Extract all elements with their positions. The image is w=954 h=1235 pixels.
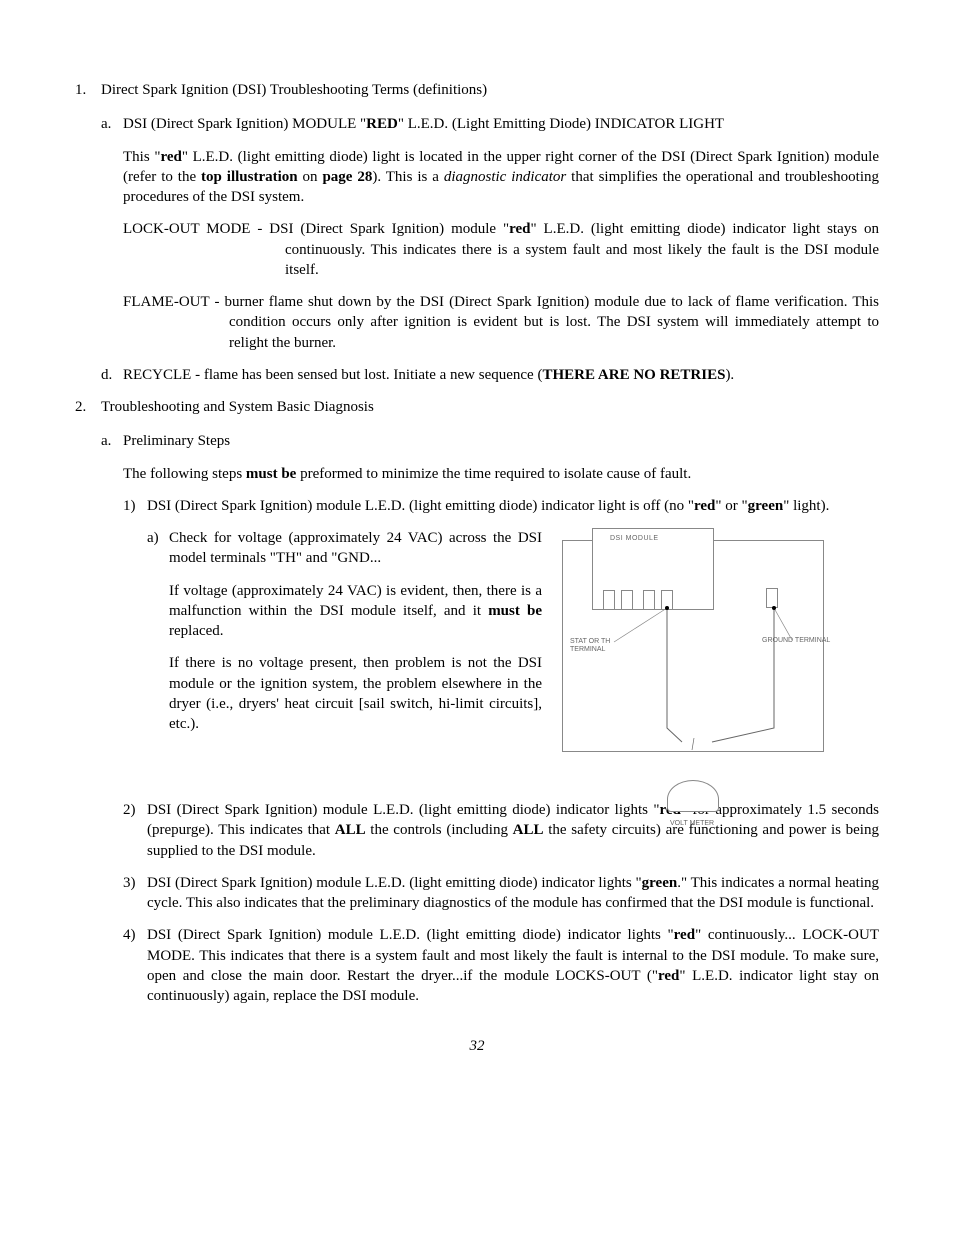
text: LOCK-OUT MODE - DSI (Direct Spark Igniti…	[123, 221, 509, 237]
diagram-meter-label: VOLT METER	[670, 819, 714, 828]
bold-red: red	[658, 968, 679, 984]
text: DSI (Direct Spark Ignition) module L.E.D…	[147, 802, 660, 818]
text: ). This is a	[372, 169, 443, 185]
text: the controls (including	[366, 822, 513, 838]
step-3-body: DSI (Direct Spark Ignition) module L.E.D…	[147, 873, 879, 914]
section-2-heading: 2. Troubleshooting and System Basic Diag…	[75, 397, 879, 417]
italic: diagnostic indicator	[444, 169, 566, 185]
step-1a-row: a) Check for voltage (approximately 24 V…	[147, 528, 879, 788]
text: DSI (Direct Spark Ignition) MODULE "	[123, 116, 366, 132]
item-1b-marker: b.	[101, 219, 123, 239]
section-1-heading: 1. Direct Spark Ignition (DSI) Troublesh…	[75, 80, 879, 100]
item-1a-marker: a.	[101, 114, 123, 134]
diagram-gnd-label: GROUND TERMINAL	[762, 636, 832, 645]
text: DSI (Direct Spark Ignition) module L.E.D…	[147, 875, 642, 891]
step-1-marker: 1)	[123, 496, 147, 516]
step-4-marker: 4)	[123, 925, 147, 1006]
text: " or "	[715, 498, 747, 514]
step-3: 3) DSI (Direct Spark Ignition) module L.…	[123, 873, 879, 914]
text: ).	[725, 367, 734, 383]
bold-red: red	[160, 149, 181, 165]
item-2a-marker: a.	[101, 431, 123, 451]
text: " L.E.D. (Light Emitting Diode) INDICATO…	[398, 116, 724, 132]
text: If voltage (approximately 24 VAC) is evi…	[169, 583, 542, 619]
step-1a-p2: If voltage (approximately 24 VAC) is evi…	[169, 581, 542, 642]
bold-red: RED	[366, 116, 398, 132]
text: " light).	[783, 498, 829, 514]
step-1a-marker: a)	[147, 528, 169, 569]
step-2: 2) DSI (Direct Spark Ignition) module L.…	[123, 800, 879, 861]
step-4: 4) DSI (Direct Spark Ignition) module L.…	[123, 925, 879, 1006]
diagram-stat-label: STAT OR TH TERMINAL	[570, 638, 620, 653]
item-1a-title: DSI (Direct Spark Ignition) MODULE "RED"…	[123, 114, 724, 134]
section-2-marker: 2.	[75, 397, 101, 417]
item-1a-body: This "red" L.E.D. (light emitting diode)…	[123, 147, 879, 208]
item-2a-title: Preliminary Steps	[123, 431, 230, 451]
bold: ALL	[335, 822, 366, 838]
step-1a-text: Check for voltage (approximately 24 VAC)…	[169, 528, 542, 569]
step-1: 1) DSI (Direct Spark Ignition) module L.…	[123, 496, 879, 516]
page-number: 32	[75, 1036, 879, 1056]
bold: must be	[246, 466, 296, 482]
text: The following steps	[123, 466, 246, 482]
item-1d: d.RECYCLE - flame has been sensed but lo…	[101, 365, 879, 385]
bold-green: green	[642, 875, 678, 891]
item-2a-intro: The following steps must be preformed to…	[123, 464, 879, 484]
item-1d-marker: d.	[101, 365, 123, 385]
text: RECYCLE - flame has been sensed but lost…	[123, 367, 542, 383]
step-1a-p3: If there is no voltage present, then pro…	[169, 653, 542, 734]
step-3-marker: 3)	[123, 873, 147, 914]
step-1-body: DSI (Direct Spark Ignition) module L.E.D…	[147, 496, 879, 516]
step-2-marker: 2)	[123, 800, 147, 861]
text: on	[298, 169, 323, 185]
bold: must be	[488, 603, 542, 619]
bold: page 28	[322, 169, 372, 185]
bold-red: red	[694, 498, 715, 514]
text: replaced.	[169, 623, 224, 639]
item-2a-heading: a. Preliminary Steps	[101, 431, 879, 451]
step-4-body: DSI (Direct Spark Ignition) module L.E.D…	[147, 925, 879, 1006]
diagram-module-label: DSI MODULE	[610, 534, 659, 543]
bold: top illustration	[201, 169, 298, 185]
item-1c: c.FLAME-OUT - burner flame shut down by …	[101, 292, 879, 353]
text: DSI (Direct Spark Ignition) module L.E.D…	[147, 498, 694, 514]
section-1-marker: 1.	[75, 80, 101, 100]
bold: ALL	[513, 822, 544, 838]
text: preformed to minimize the time required …	[296, 466, 691, 482]
section-1-title: Direct Spark Ignition (DSI) Troubleshoot…	[101, 80, 487, 100]
item-1b: b.LOCK-OUT MODE - DSI (Direct Spark Igni…	[101, 219, 879, 280]
text: DSI (Direct Spark Ignition) module L.E.D…	[147, 927, 674, 943]
step-2-body: DSI (Direct Spark Ignition) module L.E.D…	[147, 800, 879, 861]
text: This "	[123, 149, 160, 165]
bold-green: green	[748, 498, 784, 514]
bold: THERE ARE NO RETRIES	[542, 367, 725, 383]
dsi-module-diagram: DSI MODULE STAT OR TH TERMINAL GROUND TE…	[562, 528, 822, 788]
text: FLAME-OUT - burner flame shut down by th…	[123, 294, 879, 351]
bold-red: red	[509, 221, 530, 237]
item-1a-heading: a. DSI (Direct Spark Ignition) MODULE "R…	[101, 114, 879, 134]
section-2-title: Troubleshooting and System Basic Diagnos…	[101, 397, 374, 417]
item-1c-marker: c.	[101, 292, 123, 312]
bold-red: red	[674, 927, 695, 943]
